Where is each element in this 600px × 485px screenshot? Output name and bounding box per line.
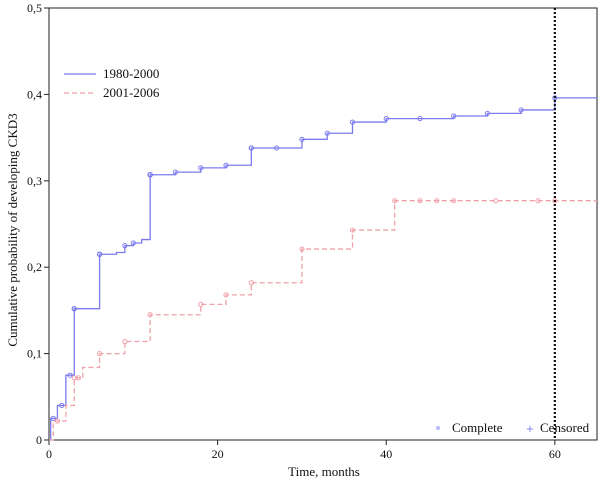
censored-point-2001-2006: [122, 338, 128, 345]
y-tick-label: 0,2: [27, 260, 42, 274]
y-tick-label: 0,4: [27, 87, 42, 101]
censored-point-1980-2000: [71, 306, 77, 312]
censored-point-2001-2006: [417, 198, 423, 204]
legend: 1980-2000 2001-2006: [64, 66, 160, 100]
x-tick-label: 60: [549, 447, 561, 461]
censored-point-1980-2000: [518, 107, 524, 113]
censored-point-2001-2006: [535, 198, 541, 204]
censored-point-1980-2000: [198, 165, 204, 171]
x-tick-label: 0: [46, 447, 52, 461]
complete-marker-label: Complete: [452, 420, 503, 435]
censored-point-1980-2000: [122, 243, 128, 249]
x-tick-label: 40: [380, 447, 392, 461]
x-tick-label: 20: [212, 447, 224, 461]
y-axis-ticks: 0 0,1 0,2 0,3 0,4 0,5: [27, 1, 49, 447]
plot-area-border: [48, 7, 598, 441]
y-tick-label: 0,1: [27, 347, 42, 361]
censored-point-1980-2000: [50, 415, 56, 421]
censored-point-1980-2000: [274, 145, 280, 151]
censored-point-2001-2006: [552, 198, 558, 204]
censored-point-1980-2000: [552, 95, 558, 101]
censored-point-1980-2000: [59, 402, 65, 409]
censored-point-2001-2006: [392, 198, 398, 204]
x-axis-title: Time, months: [288, 464, 360, 479]
censored-point-2001-2006: [493, 198, 499, 204]
censored-point-2001-2006: [434, 198, 440, 204]
series-line-1980-2000: [49, 97, 597, 441]
censored-point-1980-2000: [172, 169, 179, 175]
censored-point-2001-2006: [299, 246, 305, 252]
censored-point-1980-2000: [147, 172, 153, 178]
y-axis-title: Cumulative probability of developing CKD…: [5, 113, 20, 346]
censored-point-2001-2006: [223, 292, 229, 298]
censored-point-1980-2000: [223, 162, 229, 168]
y-tick-label: 0,3: [27, 174, 42, 188]
complete-marker-icon: [436, 426, 440, 430]
series-layer: [49, 95, 597, 441]
censored-point-2001-2006: [248, 280, 254, 286]
censored-point-1980-2000: [130, 240, 136, 246]
marker-legend: Complete + Censored: [436, 420, 590, 435]
censored-point-1980-2000: [349, 119, 356, 125]
x-axis-ticks: 0 20 40 60: [46, 440, 561, 461]
censored-point-2001-2006: [198, 301, 204, 307]
censored-point-1980-2000: [484, 110, 490, 117]
censored-marker-label: Censored: [540, 420, 590, 435]
censored-point-1980-2000: [451, 113, 457, 119]
y-tick-label: 0,5: [27, 1, 42, 15]
censored-point-1980-2000: [67, 372, 73, 378]
legend-label-1980-2000: 1980-2000: [103, 66, 159, 81]
censored-point-2001-2006: [96, 351, 103, 357]
censored-point-1980-2000: [96, 251, 103, 257]
censored-marker-icon: +: [526, 424, 534, 435]
censored-point-1980-2000: [248, 145, 254, 151]
plot-frame: [48, 7, 598, 441]
legend-label-2001-2006: 2001-2006: [103, 85, 160, 100]
censored-point-1980-2000: [299, 136, 305, 142]
censored-point-2001-2006: [349, 227, 356, 233]
y-tick-label: 0: [36, 433, 42, 447]
censored-point-1980-2000: [383, 115, 389, 122]
censored-point-2001-2006: [54, 418, 61, 424]
censored-point-2001-2006: [147, 312, 153, 318]
censored-point-2001-2006: [75, 375, 82, 381]
series-line-2001-2006: [49, 200, 597, 441]
censored-point-1980-2000: [417, 115, 423, 122]
censored-point-2001-2006: [451, 198, 457, 204]
censored-point-1980-2000: [324, 130, 330, 136]
